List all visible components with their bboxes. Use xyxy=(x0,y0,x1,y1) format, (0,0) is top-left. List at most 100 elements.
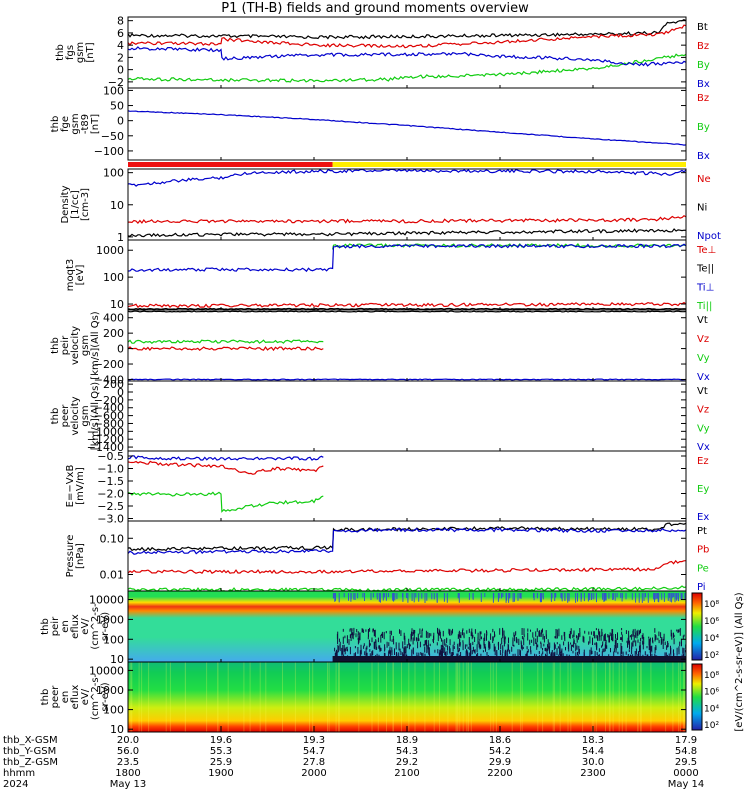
series-line-By xyxy=(128,53,686,83)
xaxis-row-value: 20.0 xyxy=(117,735,139,746)
ylabel-line: thb xyxy=(40,689,51,706)
panel-density: 100 10 1 Density [1/cc] [cm-3] Ne Ni Npot xyxy=(60,167,721,244)
legend-By: By xyxy=(697,122,710,133)
ylabel-line: E=−VxB xyxy=(65,465,76,508)
heatmap-top-noise xyxy=(332,593,686,603)
ylabel-line: gsm xyxy=(75,42,86,63)
ytick-label: 50 xyxy=(110,100,124,113)
ytick-label: 1000 xyxy=(96,684,124,697)
ytick-label: 10 xyxy=(110,298,124,311)
series-group-fge xyxy=(128,110,686,146)
ylabel-line: [nT] xyxy=(90,114,101,134)
xaxis-row-value: 19.6 xyxy=(210,735,232,746)
heatmap-peir_spec xyxy=(128,591,686,662)
colorbar-peir_spec xyxy=(691,592,703,661)
xaxis-row-value: May 13 xyxy=(110,779,147,790)
ylabel-line: peir xyxy=(60,335,71,355)
ytick-label: 200 xyxy=(103,327,124,340)
legend-Pb: Pb xyxy=(697,545,709,556)
ytick-label: 0 xyxy=(117,64,124,77)
ylabel-line: peer xyxy=(50,685,61,709)
ytick-label: −400 xyxy=(94,402,124,415)
legend-Pe: Pe xyxy=(697,563,709,574)
ylabel-line: eV/ xyxy=(80,688,91,705)
ylabel-line: velocity xyxy=(70,396,81,435)
ylabel-line: sr-eV) xyxy=(100,612,111,641)
series-line-Te⊥ xyxy=(128,301,686,309)
xaxis-row-value: 2200 xyxy=(487,768,512,779)
heatmap-stripes xyxy=(130,662,686,732)
ylabel-line: en xyxy=(60,691,71,704)
xaxis-row-value: 18.6 xyxy=(489,735,511,746)
ytick-label: 100 xyxy=(103,704,124,717)
series-group-density xyxy=(128,169,686,238)
series-line-Vy xyxy=(128,339,324,344)
xaxis-row-value: 54.7 xyxy=(303,746,325,757)
ytick-label: −2.5 xyxy=(97,500,124,513)
panel-fge: 100 50 0 −50 −100 thb fge gsm -t89 [nT] Bz By Bx xyxy=(50,84,710,162)
series-line-Ti⊥ xyxy=(128,243,686,273)
series-line-Ey xyxy=(128,491,324,513)
ytick-label: 10 xyxy=(110,653,124,666)
legend-Ez: Ez xyxy=(697,456,709,467)
legend-Vy: Vy xyxy=(697,423,710,434)
series-line-Ni xyxy=(128,214,686,225)
series-line-Pb xyxy=(128,559,686,574)
legend-Ni: Ni xyxy=(697,203,707,214)
colorbar-tick: 10⁸ xyxy=(704,600,719,610)
xaxis-row-value: 54.3 xyxy=(396,746,418,757)
ytick-label: 1 xyxy=(117,231,124,244)
legend-Npot: Npot xyxy=(697,231,721,242)
xaxis-row-value: 29.9 xyxy=(489,757,511,768)
ylabel-line: (cm^2-s- xyxy=(90,603,101,650)
colorbar-tick: 10² xyxy=(704,651,719,661)
ytick-label: 200 xyxy=(103,378,124,391)
ylabel-line: -t89 xyxy=(80,114,91,134)
xaxis-row-value: 18.9 xyxy=(396,735,418,746)
xaxis-row-value: May 14 xyxy=(668,779,705,790)
ylabel-line: en xyxy=(60,620,71,633)
legend-Ex: Ex xyxy=(697,512,709,523)
ylabel-line: Density xyxy=(60,185,71,223)
ytick-label: −2.0 xyxy=(97,488,124,501)
ytick-label: 10000 xyxy=(89,594,124,607)
legend-Vy: Vy xyxy=(697,353,710,364)
panel-frame xyxy=(127,87,687,161)
ytick-label: −3.0 xyxy=(97,513,124,526)
colorbar-tick: 10⁴ xyxy=(704,704,719,714)
ytick-label: −1.5 xyxy=(97,475,124,488)
xaxis-row-value: 2300 xyxy=(580,768,605,779)
series-group-temperature xyxy=(128,243,686,310)
series-line-Vz xyxy=(128,346,324,352)
panel-frame xyxy=(127,168,687,241)
ylabel-line: gsm xyxy=(80,405,91,426)
ylabel-line: (cm^2-s- xyxy=(90,673,101,720)
ylabel-line: [km/s](All Qs) xyxy=(90,311,101,379)
panel-frame xyxy=(127,450,687,522)
colorbar-label: [eV/(cm^2-s-sr-eV)] (All Qs) xyxy=(734,592,745,731)
ylabel-line: [nPa] xyxy=(75,543,86,569)
series-group-pressure xyxy=(128,522,686,591)
legend-Vz: Vz xyxy=(697,405,709,416)
ylabel-line: [cm-3] xyxy=(80,188,91,221)
panel-peer: 2000−200−400−600−800−1000−1200−1400 thb pe… xyxy=(50,378,710,454)
ytick-label: 0 xyxy=(117,386,124,399)
legend-Bx: Bx xyxy=(697,79,710,90)
panel-pressure: 0.10 0.01 Pressure [nPa] Pt Pb Pe Pi xyxy=(65,520,709,593)
xaxis-row-value: 23.5 xyxy=(117,757,139,768)
series-line-Ex xyxy=(128,455,324,461)
mode-bar-yellow xyxy=(332,162,686,167)
series-group-fgs xyxy=(128,19,686,83)
ytick-label: 0.10 xyxy=(100,532,125,545)
xaxis-row-value: 1900 xyxy=(208,768,233,779)
colorbar-tick: 10⁶ xyxy=(704,617,719,627)
xaxis-row-value: 1800 xyxy=(115,768,140,779)
xaxis-row-label: hhmm xyxy=(3,768,35,779)
ylabel-line: eflux xyxy=(70,614,81,639)
xaxis-row-value: 2100 xyxy=(394,768,419,779)
ytick-label: −200 xyxy=(94,358,124,371)
xaxis-row-value: 25.9 xyxy=(210,757,232,768)
xaxis-row-value: 54.4 xyxy=(582,746,604,757)
